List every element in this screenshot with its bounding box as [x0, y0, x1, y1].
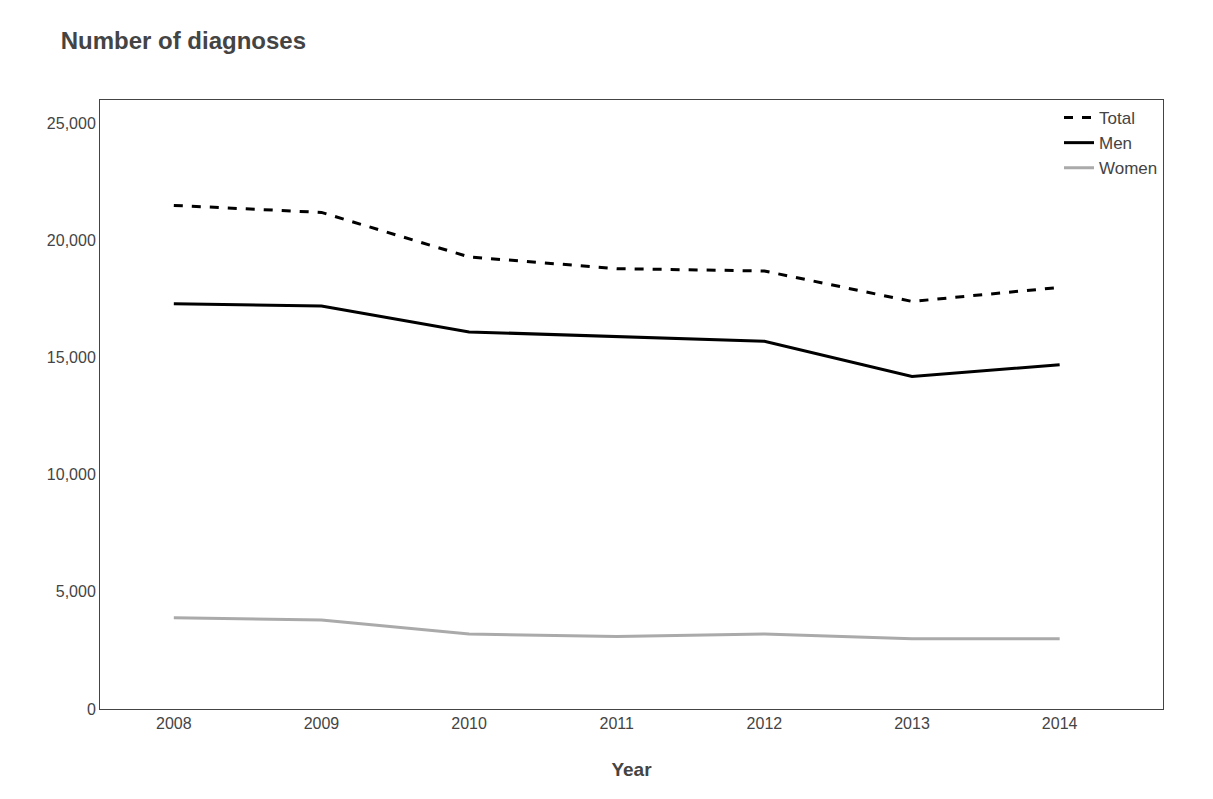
svg-text:2014: 2014: [1042, 715, 1078, 732]
svg-text:15,000: 15,000: [47, 349, 96, 366]
svg-text:20,000: 20,000: [47, 232, 96, 249]
svg-text:25,000: 25,000: [47, 115, 96, 132]
svg-text:Year: Year: [611, 759, 652, 780]
svg-text:2011: 2011: [600, 715, 635, 732]
svg-text:2010: 2010: [451, 715, 487, 732]
svg-text:2013: 2013: [894, 715, 930, 732]
svg-text:10,000: 10,000: [47, 466, 96, 483]
svg-text:0: 0: [87, 701, 96, 718]
svg-text:Total: Total: [1099, 109, 1135, 128]
svg-text:5,000: 5,000: [56, 583, 96, 600]
svg-text:Number of diagnoses: Number of diagnoses: [61, 27, 306, 54]
svg-text:2009: 2009: [304, 715, 340, 732]
svg-text:Men: Men: [1099, 134, 1132, 153]
svg-text:Women: Women: [1099, 159, 1157, 178]
svg-text:2012: 2012: [747, 715, 783, 732]
svg-text:2008: 2008: [156, 715, 192, 732]
